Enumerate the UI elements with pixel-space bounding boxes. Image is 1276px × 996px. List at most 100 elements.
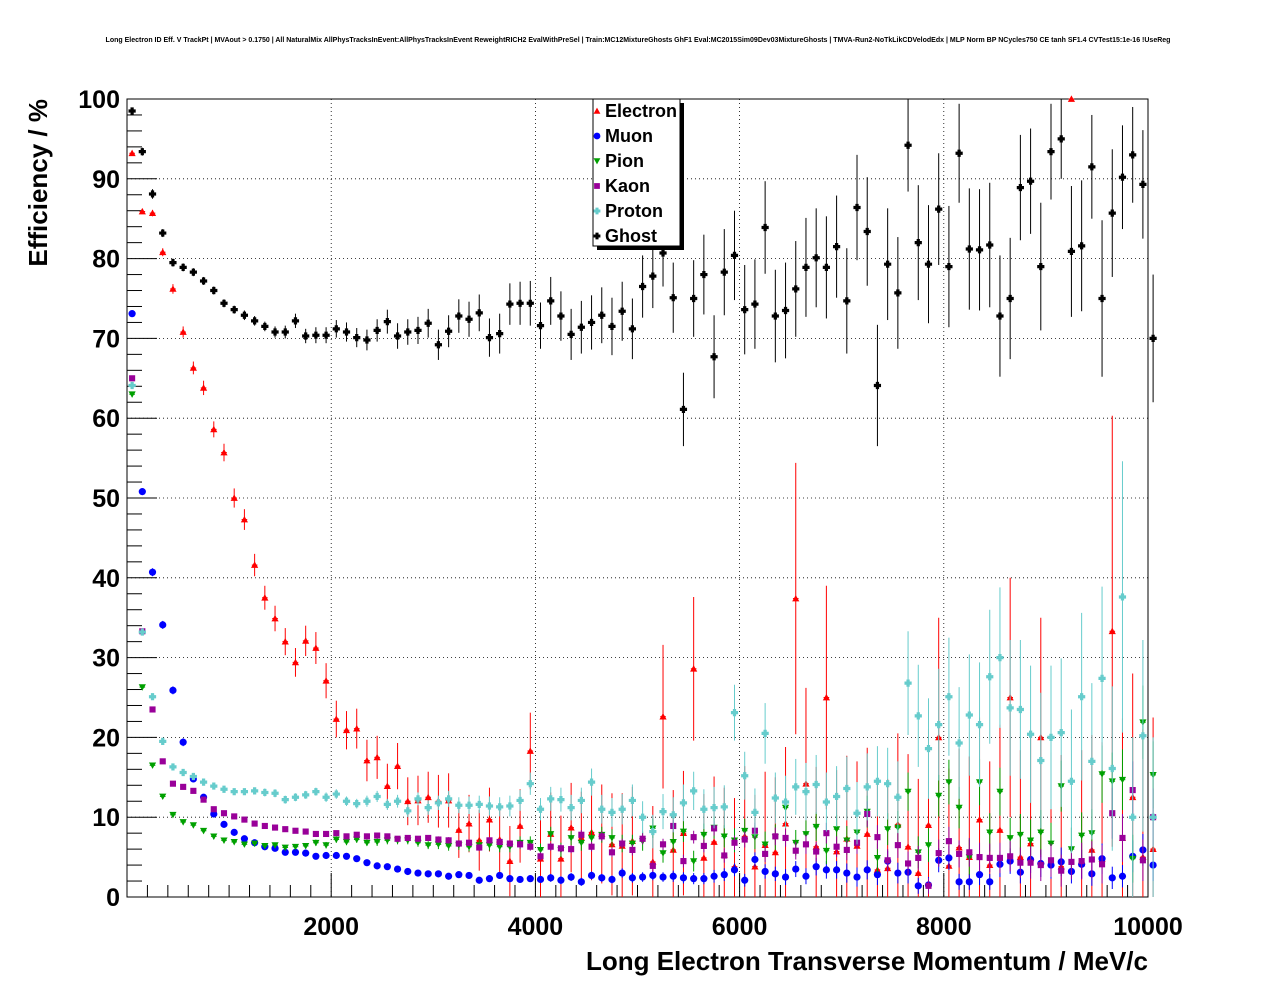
x-tick-label: 10000	[1113, 913, 1183, 941]
proton-point	[690, 787, 698, 795]
proton-point	[863, 783, 871, 791]
ghost-point	[618, 307, 626, 315]
muon-point	[873, 871, 882, 879]
pion-point	[1098, 771, 1106, 778]
ghost-point	[291, 317, 300, 325]
electron-point	[975, 815, 984, 823]
pion-point	[986, 829, 994, 836]
kaon-point	[231, 813, 238, 820]
ghost-point	[679, 405, 688, 414]
kaon-point	[271, 824, 279, 831]
proton-point	[445, 795, 453, 803]
y-axis-label: Efficiency / %	[23, 99, 53, 267]
kaon-point	[935, 850, 942, 857]
ghost-point	[945, 262, 953, 271]
kaon-point	[649, 862, 656, 869]
pion-point	[189, 822, 197, 829]
proton-point	[506, 802, 514, 810]
kaon-point	[149, 706, 156, 713]
y-tick-label: 10	[92, 804, 120, 832]
proton-point	[414, 795, 422, 803]
proton-point	[281, 796, 289, 804]
proton-point	[832, 792, 841, 801]
pion-point	[720, 833, 728, 840]
ghost-point	[608, 322, 616, 331]
muon-point	[475, 876, 483, 884]
muon-point	[485, 875, 494, 883]
kaon-point	[282, 826, 289, 833]
proton-point	[363, 797, 371, 805]
electron-point	[291, 658, 300, 666]
proton-point	[1118, 593, 1127, 601]
ghost-point	[261, 322, 269, 331]
pion-point	[210, 833, 218, 840]
ghost-point	[935, 205, 943, 213]
ghost-point	[986, 241, 994, 249]
ghost-point	[159, 229, 167, 237]
y-tick-label: 40	[92, 565, 120, 593]
y-tick-label: 0	[106, 884, 120, 912]
ghost-point	[281, 328, 289, 336]
proton-point	[710, 804, 718, 812]
ghost-point	[373, 326, 381, 335]
proton-point	[822, 798, 830, 806]
legend-electron-label: Electron	[605, 101, 677, 121]
kaon-point	[659, 841, 667, 848]
pion-point	[291, 843, 300, 851]
ghost-point	[1088, 163, 1096, 171]
proton-point	[271, 789, 279, 797]
muon-point	[445, 872, 453, 880]
kaon-point	[261, 822, 268, 830]
kaon-point	[527, 843, 534, 850]
pion-point	[761, 841, 769, 848]
pion-point	[741, 827, 749, 835]
electron-point	[342, 726, 351, 734]
ghost-point	[822, 263, 830, 271]
ghost-point	[240, 311, 249, 319]
muon-point	[761, 867, 769, 876]
ghost-point	[342, 328, 351, 336]
kaon-point	[1088, 856, 1095, 863]
y-tick-label: 50	[92, 485, 120, 513]
kaon-point	[986, 854, 993, 861]
ghost-point	[230, 306, 238, 314]
ghost-point	[659, 249, 667, 257]
kaon-point	[915, 854, 922, 861]
muon-point	[414, 869, 422, 877]
ghost-point	[720, 268, 728, 276]
kaon-point	[996, 854, 1004, 861]
electron-point	[996, 826, 1004, 833]
ghost-point	[771, 312, 779, 320]
ghost-point	[353, 334, 361, 342]
ghost-point	[138, 148, 146, 156]
kaon-point	[343, 833, 350, 840]
ghost-point	[557, 312, 565, 320]
muon-point	[628, 874, 636, 882]
ghost-point	[567, 330, 575, 339]
kaon-point	[486, 837, 493, 844]
muon-point	[148, 568, 157, 576]
ghost-point	[781, 306, 790, 315]
ghost-point	[996, 312, 1004, 320]
muon-point	[312, 852, 320, 860]
ghost-point	[455, 312, 463, 320]
proton-point	[741, 772, 749, 780]
pion-point	[832, 826, 841, 833]
kaon-point	[833, 843, 840, 850]
kaon-point	[956, 850, 963, 857]
legend-pion-label: Pion	[605, 151, 644, 171]
ghost-point	[884, 260, 892, 268]
electron-point	[771, 848, 779, 856]
proton-point	[945, 693, 953, 701]
kaon-point	[1007, 853, 1014, 860]
pion-point	[485, 842, 494, 849]
ghost-point	[914, 239, 922, 247]
electron-point	[557, 855, 565, 862]
kaon-point	[353, 831, 360, 838]
proton-point	[996, 654, 1004, 662]
ghost-point	[1037, 262, 1045, 271]
electron-point	[179, 328, 187, 335]
ghost-point	[965, 245, 973, 253]
muon-point	[465, 871, 473, 880]
electron-point	[210, 425, 218, 433]
